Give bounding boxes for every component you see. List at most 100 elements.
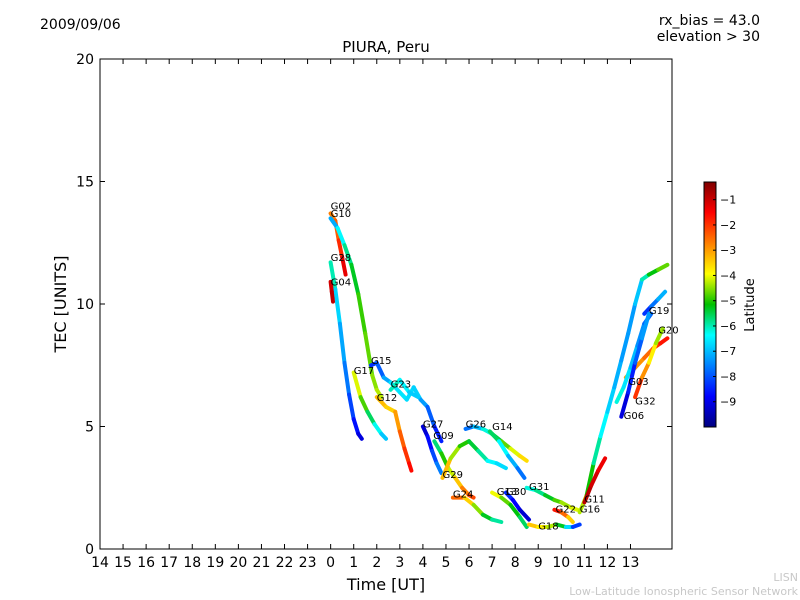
satellite-label: G11 [584,494,604,505]
colorbar-tick-label: −9 [720,396,736,409]
tec-segment [374,360,386,380]
x-tick-label: 4 [418,555,427,571]
x-tick-label: 5 [442,555,451,571]
tec-segment [356,292,368,336]
tec-segment [619,331,631,363]
series-g24 [450,495,504,524]
y-tick-label: 10 [76,297,94,313]
x-tick-label: 18 [183,555,201,571]
x-tick-label: 8 [511,555,520,571]
tec-segment [626,302,638,336]
tec-segment [363,331,375,378]
tec-segment [336,238,345,260]
tec-segment [487,429,501,444]
colorbar-tick-label: −4 [720,269,736,282]
series-g14 [487,429,527,480]
tec-segment [633,375,644,400]
satellite-label: G32 [635,396,655,407]
tec-segment [517,515,529,529]
colorbar-tick-label: −3 [720,244,736,257]
tec-segment [434,461,444,476]
tec-segment [402,446,412,466]
colorbar [703,181,717,428]
series-g12 [374,395,414,473]
satellite-label: G24 [453,490,473,501]
x-tick-label: 15 [114,555,132,571]
tec-segment [328,216,340,231]
series-g23 [388,377,421,400]
x-tick-label: 17 [160,555,178,571]
satellite-label: G04 [331,278,351,289]
tec-segment [568,505,580,512]
tec-segment [349,262,361,297]
x-tick-label: 11 [575,555,593,571]
tec-segment [379,431,388,441]
tec-segment [633,355,647,370]
tec-segment [329,289,335,304]
x-tick-label: 9 [534,555,543,571]
tec-segment [656,289,668,302]
x-tick-label: 2 [372,555,381,571]
tec-segment [337,321,347,365]
tec-segment [508,502,522,520]
tec-segment [467,493,476,500]
satellite-label: G29 [443,470,463,481]
tec-segment [356,431,364,441]
series-g31 [524,485,580,512]
satellite-label: G22 [556,504,576,515]
satellite-label: G23 [391,379,411,390]
colorbar-tick-label: −1 [720,194,736,207]
series-g28 [328,260,364,441]
tec-segment [335,226,347,248]
satellite-label: G10 [331,209,351,220]
satellite-label: G02 [331,202,351,213]
satellite-label: G13 [497,487,517,498]
tec-segment [605,385,617,414]
tec-segment [619,390,631,419]
tec-segment [515,466,527,480]
tec-segment [351,370,363,400]
tec-segment [388,377,402,392]
tec-segment [471,502,485,517]
x-axis: 14 15 16 17 18 19 20 21 22 23 0 1 2 3 4 5 6 7 8 9 10 11 12 13 [91,59,639,571]
x-tick-label: 22 [276,555,294,571]
colorbar-label: Latitude [743,278,758,332]
satellite-label: G03 [628,377,648,388]
tec-segment [490,517,504,524]
series-g09 [432,439,476,500]
series-g13 [490,490,529,529]
tec-segment [425,434,435,453]
tec-segment [333,287,342,326]
colorbar-tick-label: −5 [720,295,736,308]
tec-segment [658,336,670,346]
x-tick-label: 0 [326,555,335,571]
satellite-label: G16 [580,504,600,515]
tec-segment [340,255,348,277]
x-tick-label: 16 [137,555,155,571]
colorbar-tick-label: −2 [720,219,736,232]
y-tick-label: 5 [85,420,94,436]
colorbar-tick-label: −8 [720,370,736,383]
x-tick-label: 14 [91,555,109,571]
series-layer [328,211,670,529]
satellite-label: G26 [466,420,486,431]
tec-segment [633,277,644,306]
satellite-label: G12 [377,393,397,404]
y-axis-label: TEC [UNITS] [51,256,70,354]
x-axis-label: Time [UT] [346,575,425,594]
colorbar-tick-label: −6 [720,320,736,333]
tec-segment [397,429,407,451]
satellite-label: G30 [506,487,526,498]
tec-segment [614,385,626,404]
tec-segment [342,243,354,267]
tec-segment [432,424,444,444]
credit-long: Low-Latitude Ionospheric Sensor Network [569,585,798,598]
x-tick-label: 3 [395,555,404,571]
satellite-label: G09 [433,431,453,442]
tec-segment [640,311,651,341]
tec-segment [596,456,608,473]
credit-short: LISN [773,571,798,584]
station-params: rx_bias = 43.0 elevation > 30 [657,13,760,45]
satellite-label: G20 [658,325,678,336]
